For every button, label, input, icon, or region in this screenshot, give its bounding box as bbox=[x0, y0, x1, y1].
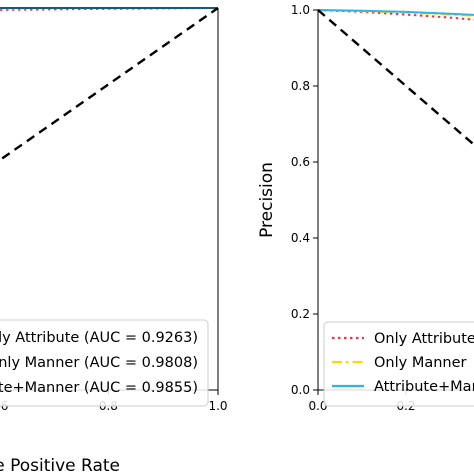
roc-series-line-3 bbox=[0, 7, 219, 162]
pr-legend-entry: Attribute+Manner bbox=[374, 379, 474, 395]
pr-y-tick-label: 0.0 bbox=[291, 383, 310, 397]
pr-y-tick-label: 0.6 bbox=[291, 155, 310, 169]
roc-legend-entry: Attribute+Manner (AUC = 0.9855) bbox=[0, 380, 198, 396]
roc-x-axis-label: False Positive Rate bbox=[0, 456, 120, 474]
roc-panel: 0.60.81.0False Positive RateOnly Attribu… bbox=[0, 7, 228, 474]
roc-legend-entry: Only Attribute (AUC = 0.9263) bbox=[0, 330, 198, 346]
pr-series-line-3 bbox=[317, 9, 474, 147]
pr-y-tick-label: 0.2 bbox=[291, 307, 310, 321]
precision-recall-panel: 0.00.20.40.60.81.00.00.2PrecisionOnly At… bbox=[257, 3, 474, 413]
pr-series-line-2 bbox=[317, 9, 474, 16]
pr-y-tick-label: 0.8 bbox=[291, 79, 310, 93]
pr-y-tick-label: 1.0 bbox=[291, 3, 310, 17]
pr-y-axis-label: Precision bbox=[257, 162, 277, 238]
pr-x-tick-label: 0.0 bbox=[308, 399, 327, 413]
roc-legend-box bbox=[0, 319, 209, 407]
roc-x-tick-label: 1.0 bbox=[208, 399, 227, 413]
pr-legend-entry: Only Manner bbox=[374, 355, 467, 371]
pr-y-tick-label: 0.4 bbox=[291, 231, 310, 245]
pr-legend-entry: Only Attribute bbox=[374, 331, 474, 347]
roc-legend-entry: Only Manner (AUC = 0.9808) bbox=[0, 355, 198, 371]
